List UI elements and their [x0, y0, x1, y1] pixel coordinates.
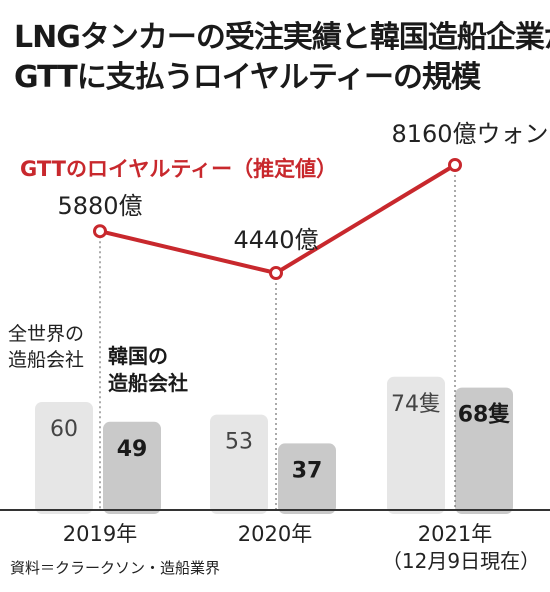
royalty-point-2: [448, 158, 462, 172]
title-line-1: LNGタンカーの受注実績と韓国造船企業が: [14, 20, 550, 55]
bars-layer: [35, 376, 513, 514]
series-name-korea-line1: 韓国の: [108, 344, 168, 368]
royalty-label-0: 5880億: [57, 192, 142, 220]
royalty-series-name: GTTのロイヤルティー（推定値）: [20, 157, 337, 181]
x-tick-label-1: 2020年: [238, 522, 312, 546]
bar-world-1: [210, 414, 268, 514]
x-tick-note-2: （12月9日現在）: [382, 549, 540, 573]
x-tick-labels: 2019年 2020年 2021年 （12月9日現在）: [63, 522, 540, 573]
x-tick-label-2: 2021年: [418, 522, 492, 546]
guides-layer: [99, 165, 456, 510]
bar-world-0: [35, 402, 93, 514]
series-name-korea-line2: 造船会社: [108, 371, 188, 395]
royalty-line-layer: [93, 158, 462, 280]
bar-korea-2: [455, 387, 513, 514]
bar-label-world-2: 74隻: [391, 392, 441, 417]
bar-world-2: [387, 376, 445, 514]
bar-korea-0: [103, 421, 161, 514]
source-note: 資料＝クラークソン・造船業界: [10, 559, 221, 577]
royalty-line: [99, 163, 457, 275]
bar-korea-1: [278, 443, 336, 514]
royalty-label-1: 4440億: [233, 226, 318, 254]
series-name-world-line2: 造船会社: [8, 349, 84, 371]
bar-label-korea-2: 68隻: [458, 402, 511, 428]
title-line-2: GTTに支払うロイヤルティーの規模: [14, 60, 481, 95]
series-name-world-line1: 全世界の: [8, 323, 84, 345]
x-tick-label-0: 2019年: [63, 522, 137, 546]
bar-label-korea-0: 49: [117, 437, 148, 462]
royalty-point-1: [269, 266, 283, 280]
bar-label-world-1: 53: [225, 430, 253, 455]
bar-label-korea-1: 37: [292, 458, 323, 483]
royalty-label-2: 8160億ウォン: [391, 120, 548, 148]
chart-title: LNGタンカーの受注実績と韓国造船企業が GTTに支払うロイヤルティーの規模: [14, 18, 550, 98]
royalty-point-0: [93, 224, 107, 239]
bar-label-world-0: 60: [50, 417, 78, 442]
